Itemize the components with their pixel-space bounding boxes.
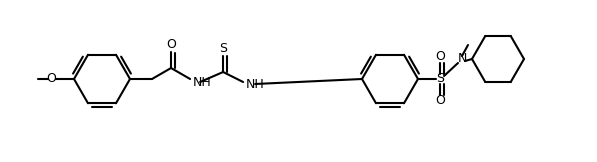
Text: O: O (46, 73, 56, 86)
Text: NH: NH (193, 75, 212, 88)
Text: N: N (457, 52, 467, 65)
Text: O: O (435, 94, 445, 108)
Text: O: O (435, 51, 445, 64)
Text: NH: NH (246, 79, 265, 92)
Text: S: S (436, 73, 444, 86)
Text: S: S (219, 41, 227, 54)
Text: O: O (166, 37, 176, 51)
